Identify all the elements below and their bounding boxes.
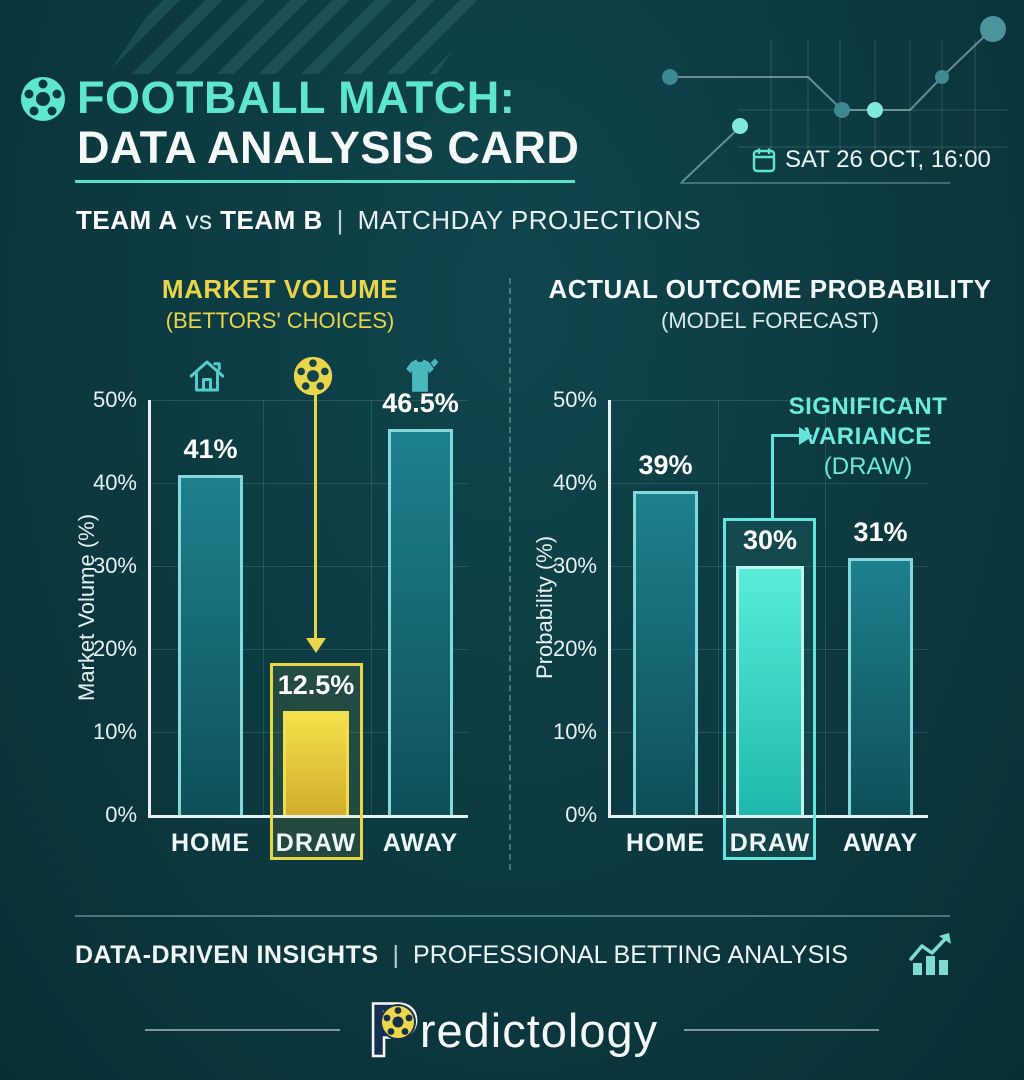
y-tick-label: 30% — [92, 553, 137, 578]
title-underline — [75, 180, 575, 183]
brand-logo: P redictology — [366, 992, 658, 1068]
y-tick-label: 0% — [565, 802, 597, 827]
bar-home — [178, 474, 243, 815]
annotation-line3: (DRAW) — [823, 453, 913, 480]
bar-value-label: 41% — [183, 433, 238, 464]
market-volume-title: MARKET VOLUME — [161, 274, 399, 304]
y-tick-label: 20% — [552, 636, 597, 661]
y-tick-label: 10% — [552, 719, 597, 744]
bar-draw — [283, 711, 349, 815]
y-tick-label: 30% — [552, 553, 597, 578]
footer-insights: DATA-DRIVEN INSIGHTS — [75, 941, 379, 969]
decorative-line-chart — [662, 16, 1008, 184]
x-category-label: DRAW — [275, 829, 357, 857]
diagonal-stripes-decoration — [108, 0, 486, 74]
y-tick-label: 0% — [105, 802, 137, 827]
bar-value-label: 39% — [638, 450, 693, 481]
tagline-label: MATCHDAY PROJECTIONS — [357, 205, 702, 235]
footer-text: DATA-DRIVEN INSIGHTS | PROFESSIONAL BETT… — [75, 941, 848, 970]
brand-right-line — [684, 1029, 880, 1031]
annotation-line1: SIGNIFICANT — [788, 393, 948, 420]
brand-name-text: redictology — [419, 1003, 659, 1057]
down-arrow-icon — [314, 392, 317, 638]
y-axis-label: Probability (%) — [532, 535, 557, 680]
variance-arrow-vertical — [771, 434, 774, 518]
bar-away — [848, 557, 913, 815]
x-category-label: HOME — [171, 829, 250, 857]
market-volume-plot: 50% 40% 30% 20% 10% 0% 41% HOME 12.5% DRAW 46.5% AW… — [93, 387, 468, 860]
football-icon — [21, 77, 65, 121]
bar-draw — [736, 566, 804, 815]
draw-highlight-box — [270, 663, 363, 860]
significant-variance-annotation: SIGNIFICANT VARIANCE (DRAW) — [768, 392, 968, 482]
variance-arrow-head — [799, 427, 813, 445]
trend-chart-icon — [909, 933, 951, 975]
y-tick-label: 10% — [92, 719, 137, 744]
bar-value-label: 31% — [853, 516, 908, 547]
vertical-gridline — [825, 400, 826, 815]
team-a-label: TEAM A — [76, 205, 178, 235]
variance-arrow-horizontal — [771, 434, 799, 437]
x-category-label: AWAY — [842, 829, 919, 857]
brand-left-line — [144, 1029, 340, 1031]
match-subtitle: TEAM A vs TEAM B | MATCHDAY PROJECTIONS — [76, 205, 701, 236]
bar-away — [388, 429, 453, 815]
calendar-icon — [752, 148, 776, 173]
vertical-gridline — [263, 400, 264, 815]
page-title-line2: DATA ANALYSIS CARD — [77, 122, 580, 173]
y-tick-label: 50% — [552, 387, 597, 412]
bar-value-label: 12.5% — [277, 670, 355, 701]
team-b-label: TEAM B — [220, 205, 323, 235]
page-title-line1: FOOTBALL MATCH: — [77, 72, 516, 123]
x-category-label: DRAW — [729, 829, 811, 857]
market-volume-subtitle: (BETTORS' CHOICES) — [165, 308, 395, 333]
y-tick-label: 50% — [92, 387, 137, 412]
outcome-probability-plot: 50% 40% 30% 20% 10% 0% 39% HOME 30% DRAW 31% AWAY — [553, 387, 928, 860]
vs-label: vs — [185, 205, 213, 235]
y-tick-label: 20% — [92, 636, 137, 661]
y-tick-label: 40% — [552, 470, 597, 495]
brand-row: P redictology — [0, 992, 1024, 1068]
vertical-gridline — [718, 400, 719, 815]
y-axis-label: Market Volume (%) — [74, 513, 99, 702]
bar-home — [633, 491, 698, 815]
subtitle-divider: | — [336, 205, 344, 235]
home-icon — [183, 354, 231, 398]
down-arrow-head — [306, 638, 326, 653]
match-date: SAT 26 OCT, 16:00 — [752, 146, 991, 174]
panel-divider — [509, 278, 511, 870]
footer-divider — [75, 915, 950, 917]
vertical-gridline — [371, 400, 372, 815]
outcome-probability-title: ACTUAL OUTCOME PROBABILITY — [548, 274, 992, 304]
jersey-icon — [396, 354, 444, 398]
football-icon — [289, 354, 337, 398]
draw-highlight-box — [723, 518, 816, 860]
y-tick-label: 40% — [92, 470, 137, 495]
bar-value-label: 46.5% — [382, 388, 459, 419]
footer-analysis: PROFESSIONAL BETTING ANALYSIS — [413, 941, 848, 969]
brand-p-football-icon: P — [367, 992, 420, 1068]
match-date-text: SAT 26 OCT, 16:00 — [785, 146, 991, 173]
footer-separator: | — [392, 941, 400, 969]
bar-value-label: 30% — [742, 525, 798, 555]
outcome-probability-subtitle: (MODEL FORECAST) — [661, 308, 879, 333]
x-category-label: HOME — [626, 829, 705, 857]
annotation-line2: VARIANCE — [804, 423, 932, 450]
x-category-label: AWAY — [382, 829, 459, 857]
